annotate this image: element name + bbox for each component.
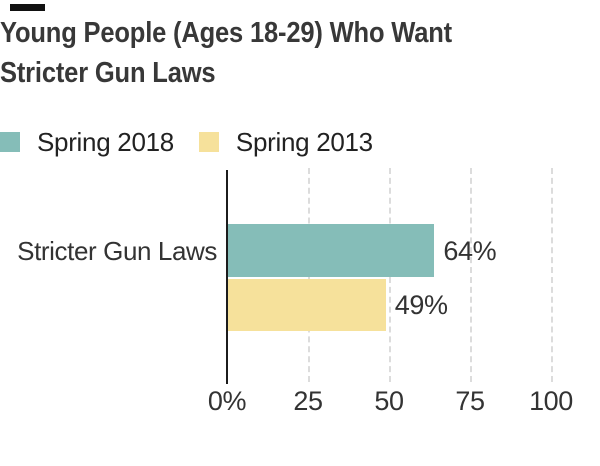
x-tick-label-25: 25 [293,386,323,416]
plot-area: 64% 49% [227,168,553,382]
bar-spring-2018 [227,224,435,277]
kicker-bar [10,4,45,11]
legend: Spring 2018 Spring 2013 [0,127,373,157]
bar-value-label-spring-2013: 49% [394,290,448,320]
bar-value-label-spring-2018: 64% [443,235,497,266]
legend-label-spring-2013: Spring 2013 [235,126,373,157]
legend-label-spring-2018: Spring 2018 [37,126,174,157]
x-tick-label-100: 100 [529,386,573,416]
legend-item-spring-2018: Spring 2018 [0,127,174,158]
chart-title: Young People (Ages 18-29) Who Want Stric… [0,13,528,93]
gridline-100 [551,168,553,382]
bar-spring-2013 [227,279,386,331]
x-axis-tick-labels: 0% 25 50 75 100 [208,386,573,416]
chart-title-line-1: Young People (Ages 18-29) Who Want [0,17,452,49]
x-tick-label-75: 75 [455,386,485,416]
x-tick-label-0: 0% [207,386,247,416]
y-axis-line [226,170,228,384]
legend-swatch-spring-2018 [0,132,20,152]
legend-item-spring-2013: Spring 2013 [198,126,373,158]
x-tick-label-50: 50 [374,386,404,416]
category-label: Stricter Gun Laws [17,236,217,266]
gridline-75 [470,168,472,382]
chart-title-line-2: Stricter Gun Laws [0,57,216,89]
legend-swatch-spring-2013 [198,132,219,152]
